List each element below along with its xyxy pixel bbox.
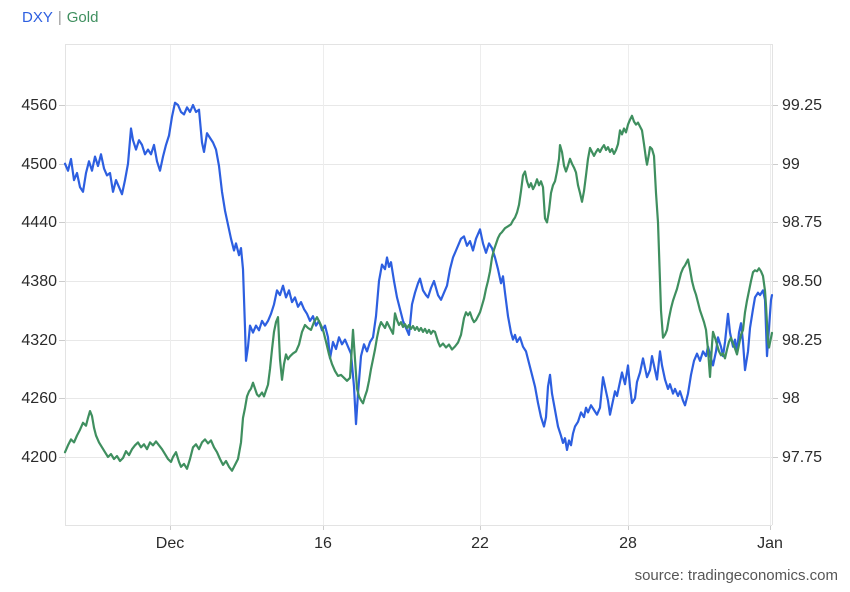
legend-dxy-label[interactable]: DXY (22, 9, 53, 26)
y-axis-label-right: 98.75 (782, 213, 823, 231)
y-axis-label-left: 4440 (21, 213, 57, 231)
x-axis-label: 22 (471, 535, 489, 552)
y-axis-label-left: 4560 (21, 96, 57, 114)
y-axis-label-right: 99 (782, 155, 800, 173)
x-axis-label: Dec (155, 535, 185, 552)
y-axis-label-right: 98 (782, 389, 800, 407)
y-axis-label-right: 98.50 (782, 272, 823, 290)
legend: DXY | Gold (22, 9, 98, 27)
legend-gold-label[interactable]: Gold (66, 9, 99, 26)
dxy-series-line[interactable] (63, 101, 774, 451)
y-axis-label-left: 4500 (21, 155, 57, 173)
gold-series-line[interactable] (63, 114, 774, 472)
y-axis-label-right: 99.25 (782, 96, 823, 114)
x-axis-label: 16 (314, 535, 332, 552)
y-axis-label-left: 4320 (21, 331, 57, 349)
y-axis-label-left: 4380 (21, 272, 57, 290)
y-axis-label-left: 4260 (21, 389, 57, 407)
x-axis-label: 28 (619, 535, 637, 552)
y-axis-label-right: 97.75 (782, 448, 823, 466)
y-axis-label-left: 4200 (21, 448, 57, 466)
y-axis-label-right: 98.25 (782, 331, 823, 349)
legend-separator: | (57, 9, 62, 26)
source-note: source: tradingeconomics.com (634, 567, 838, 584)
x-axis-label: Jan (757, 535, 783, 552)
